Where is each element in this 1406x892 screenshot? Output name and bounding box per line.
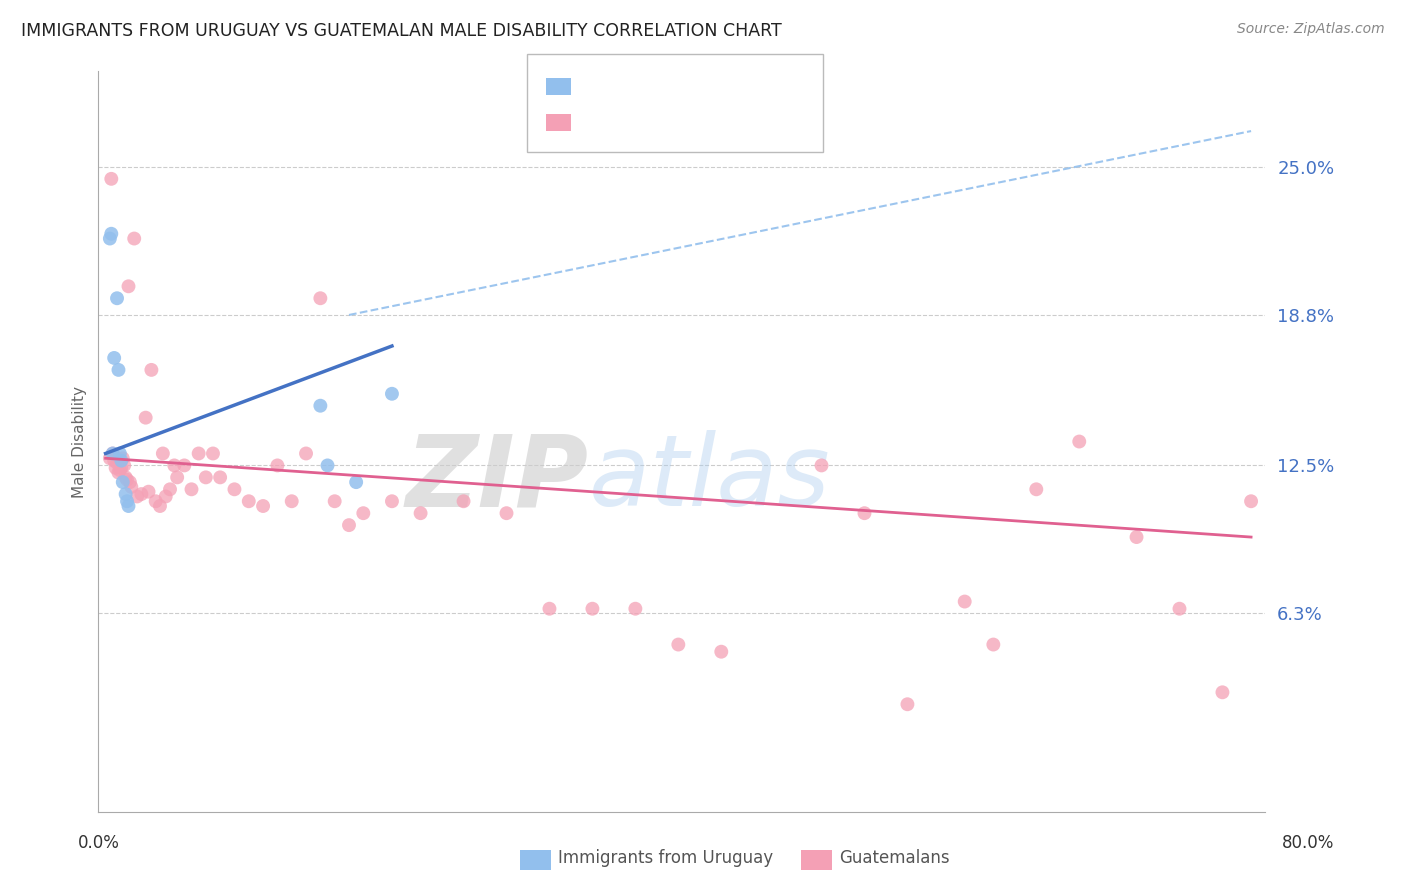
Point [117, 499, 139, 513]
Point [187, 446, 209, 460]
Point [166, 470, 188, 484]
Point [122, 231, 145, 245]
Point [1025, 483, 1047, 497]
Point [538, 601, 561, 615]
Point [105, 456, 128, 470]
Point [983, 638, 1005, 652]
Point [108, 463, 131, 477]
Point [110, 460, 132, 475]
Point [1069, 434, 1091, 449]
Point [1168, 601, 1191, 615]
Text: 0.0%: 0.0% [77, 834, 120, 852]
Point [131, 487, 153, 501]
Point [98, 231, 121, 245]
Point [108, 446, 131, 460]
Text: IMMIGRANTS FROM URUGUAY VS GUATEMALAN MALE DISABILITY CORRELATION CHART: IMMIGRANTS FROM URUGUAY VS GUATEMALAN MA… [21, 22, 782, 40]
Point [118, 475, 141, 490]
Point [337, 518, 360, 533]
Point [101, 446, 124, 460]
Point [810, 458, 832, 473]
Text: Immigrants from Uruguay: Immigrants from Uruguay [558, 849, 773, 867]
Point [111, 475, 134, 490]
Point [853, 506, 876, 520]
Text: R =  0.253   N = 16: R = 0.253 N = 16 [579, 74, 770, 92]
Point [101, 446, 124, 460]
Point [344, 475, 367, 490]
Point [103, 453, 125, 467]
Point [953, 594, 976, 608]
Point [120, 480, 142, 494]
Point [710, 645, 733, 659]
Point [152, 446, 174, 460]
Point [409, 506, 432, 520]
Point [98, 451, 121, 466]
Point [149, 499, 172, 513]
Point [381, 386, 404, 401]
Point [1398, 518, 1406, 533]
Point [266, 458, 288, 473]
Point [194, 470, 217, 484]
Point [453, 494, 475, 508]
Text: R = -0.133   N = 73: R = -0.133 N = 73 [579, 110, 770, 128]
Point [111, 451, 134, 466]
Point [581, 601, 603, 615]
Point [280, 494, 302, 508]
Point [1298, 530, 1320, 544]
Point [112, 458, 135, 473]
Point [295, 446, 318, 460]
Point [138, 484, 160, 499]
Point [201, 446, 224, 460]
Point [316, 458, 339, 473]
Point [159, 483, 181, 497]
Point [180, 483, 202, 497]
Point [309, 399, 332, 413]
Point [155, 490, 177, 504]
Point [100, 227, 122, 241]
Point [624, 601, 647, 615]
Text: 80.0%: 80.0% [1281, 834, 1334, 852]
Point [252, 499, 274, 513]
Point [896, 698, 918, 712]
Point [103, 351, 125, 365]
Point [224, 483, 246, 497]
Point [495, 506, 517, 520]
Point [309, 291, 332, 305]
Point [1326, 458, 1348, 473]
Point [135, 410, 157, 425]
Point [104, 460, 127, 475]
Point [107, 363, 129, 377]
Text: atlas: atlas [589, 430, 830, 527]
Point [114, 487, 136, 501]
Y-axis label: Male Disability: Male Disability [72, 385, 87, 498]
Point [114, 470, 136, 484]
Text: Source: ZipAtlas.com: Source: ZipAtlas.com [1237, 22, 1385, 37]
Point [110, 453, 132, 467]
Point [100, 171, 122, 186]
Point [1240, 494, 1263, 508]
Point [1125, 530, 1147, 544]
Text: Guatemalans: Guatemalans [839, 849, 950, 867]
Point [1211, 685, 1233, 699]
Text: ZIP: ZIP [405, 430, 589, 527]
Point [666, 638, 689, 652]
Point [323, 494, 346, 508]
Point [381, 494, 404, 508]
Point [238, 494, 260, 508]
Point [107, 466, 129, 480]
Point [145, 494, 167, 508]
Point [125, 490, 148, 504]
Point [1354, 494, 1376, 508]
Point [163, 458, 186, 473]
Point [105, 291, 128, 305]
Point [141, 363, 163, 377]
Point [115, 494, 138, 508]
Point [115, 473, 138, 487]
Point [173, 458, 195, 473]
Point [1268, 446, 1291, 460]
Point [117, 279, 139, 293]
Point [209, 470, 232, 484]
Point [352, 506, 374, 520]
